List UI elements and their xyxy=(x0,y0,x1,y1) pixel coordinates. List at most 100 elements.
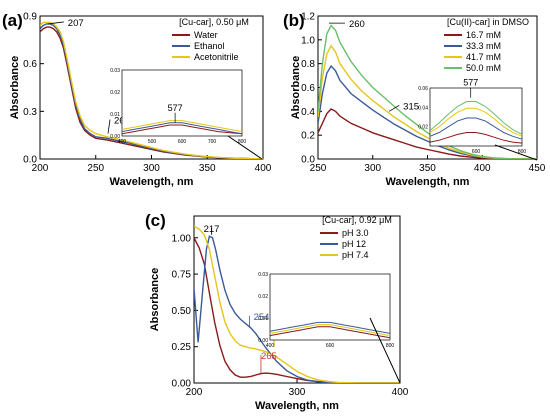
y-tick-label: 0.50 xyxy=(172,306,192,317)
panel-letter: (a) xyxy=(2,11,23,30)
y-axis-label: Absorbance xyxy=(149,268,161,332)
inset-y-tick-label: 0.03 xyxy=(110,68,120,74)
y-tick-label: 0.25 xyxy=(172,342,192,353)
y-axis-label: Absorbance xyxy=(9,56,21,120)
y-tick-label: 0.0 xyxy=(23,155,37,166)
y-tick-label: 1.0 xyxy=(301,35,315,46)
series-group xyxy=(40,21,263,159)
inset-chart: 0.02 0.04 0.06 600 800 577 xyxy=(418,78,526,155)
inset-chart: 0.00 0.01 0.02 0.03 400 600 800 xyxy=(258,272,394,349)
inset-annotation-label: 577 xyxy=(168,103,183,113)
panel-a: 0.0 0.3 0.6 0.9 200 250 300 350 400 Wavelength, n… xyxy=(2,11,272,188)
panel-letter: (c) xyxy=(145,211,166,230)
inset-series-line xyxy=(121,124,243,135)
annotation-label: 254 xyxy=(254,312,270,323)
inset-series-line xyxy=(429,132,523,144)
y-tick-label: 0.8 xyxy=(301,59,315,70)
inset-y-tick-label: 0.00 xyxy=(258,338,268,344)
y-tick-label: 0.6 xyxy=(301,83,315,94)
inset-series-line xyxy=(269,326,391,339)
x-tick-label: 300 xyxy=(143,163,160,174)
inset-x-tick-label: 800 xyxy=(386,343,395,349)
legend-label: Ethanol xyxy=(194,41,225,51)
x-axis-label: Wavelength, nm xyxy=(110,176,194,188)
legend-title: [Cu-car], 0.92 μM xyxy=(322,215,392,225)
legend-label: pH 7.4 xyxy=(342,250,369,260)
y-tick-label: 0.4 xyxy=(301,107,315,118)
y-tick-label: 0.0 xyxy=(301,155,315,166)
x-tick-label: 400 xyxy=(255,163,272,174)
legend-label: 41.7 mM xyxy=(466,52,501,62)
x-tick-label: 300 xyxy=(289,387,306,398)
panel-c: 0.00 0.25 0.50 0.75 1.00 200 300 400 Wavelength,… xyxy=(145,211,409,412)
inset-series-line xyxy=(429,117,523,140)
y-tick-label: 0.6 xyxy=(23,59,37,70)
series-line-ph-7-4 xyxy=(194,225,400,383)
series-group xyxy=(318,24,537,159)
inset-series-line xyxy=(269,321,391,334)
x-tick-label: 400 xyxy=(392,387,409,398)
annotation-arrow xyxy=(388,104,400,112)
inset-chart: 0.00 0.01 0.02 0.03 400 500 600 700 800 577 xyxy=(110,68,246,145)
inset-y-tick-label: 0.02 xyxy=(418,125,428,131)
inset-x-tick-label: 800 xyxy=(518,149,527,155)
inset-x-tick-label: 700 xyxy=(208,139,217,145)
series-line-50-0-mm xyxy=(318,24,537,159)
x-tick-label: 350 xyxy=(419,163,436,174)
annotation-label: 260 xyxy=(349,19,365,30)
zoom-arrow xyxy=(227,135,263,160)
inset-y-tick-label: 0.04 xyxy=(418,105,428,111)
y-tick-label: 0.00 xyxy=(172,379,192,390)
inset-annotation-label: 577 xyxy=(463,78,478,88)
series-group xyxy=(194,225,400,383)
x-tick-label: 450 xyxy=(529,163,546,174)
inset-x-tick-label: 600 xyxy=(178,139,187,145)
y-axis-label: Absorbance xyxy=(290,56,302,120)
x-tick-label: 350 xyxy=(199,163,216,174)
annotation-label: 265 xyxy=(261,351,277,362)
series-line-ph-12 xyxy=(194,235,400,383)
annotation-label: 207 xyxy=(68,18,84,29)
inset-series-line xyxy=(429,107,523,137)
legend-label: 33.3 mM xyxy=(466,41,501,51)
annotation-label: 217 xyxy=(204,224,220,235)
inset-frame xyxy=(269,273,391,341)
legend-label: 16.7 mM xyxy=(466,30,501,40)
inset-x-tick-label: 500 xyxy=(148,139,157,145)
legend-label: Water xyxy=(194,30,218,40)
panel-letter: (b) xyxy=(283,11,305,30)
inset-y-tick-label: 0.02 xyxy=(258,294,268,300)
inset-x-tick-label: 600 xyxy=(326,343,335,349)
legend-label: Acetonitrile xyxy=(194,52,239,62)
x-tick-label: 200 xyxy=(32,163,49,174)
annotation-arrow xyxy=(47,21,64,25)
inset-series-line xyxy=(429,101,523,135)
annotation-arrow xyxy=(107,119,111,134)
inset-y-tick-label: 0.03 xyxy=(258,272,268,278)
inset-x-tick-label: 800 xyxy=(238,139,247,145)
inset-x-tick-label: 400 xyxy=(118,139,127,145)
inset-series-line xyxy=(121,122,243,135)
legend-label: pH 12 xyxy=(342,239,366,249)
inset-y-tick-label: 0.01 xyxy=(110,112,120,118)
x-tick-label: 200 xyxy=(186,387,203,398)
panel-b: 0.0 0.2 0.4 0.6 0.8 1.0 1.2 250 300 350 400 450 Wave… xyxy=(283,11,546,188)
inset-y-tick-label: 0.00 xyxy=(110,134,120,140)
y-tick-label: 1.2 xyxy=(301,12,315,23)
y-tick-label: 0.3 xyxy=(23,107,37,118)
legend-title: [Cu(II)-car] in DMSO xyxy=(447,17,529,27)
inset-x-tick-label: 600 xyxy=(472,149,481,155)
annotation-label: 315 xyxy=(403,101,419,112)
y-tick-label: 0.2 xyxy=(301,131,315,142)
series-line-acetonitrile xyxy=(40,21,263,159)
legend-label: 50.0 mM xyxy=(466,63,501,73)
x-axis-label: Wavelength, nm xyxy=(255,400,339,412)
y-tick-label: 1.00 xyxy=(172,233,192,244)
inset-x-tick-label: 400 xyxy=(266,343,275,349)
inset-series-line xyxy=(269,324,391,337)
x-tick-label: 250 xyxy=(87,163,104,174)
legend: [Cu-car], 0.50 μM WaterEthanolAcetonitril… xyxy=(172,17,249,62)
